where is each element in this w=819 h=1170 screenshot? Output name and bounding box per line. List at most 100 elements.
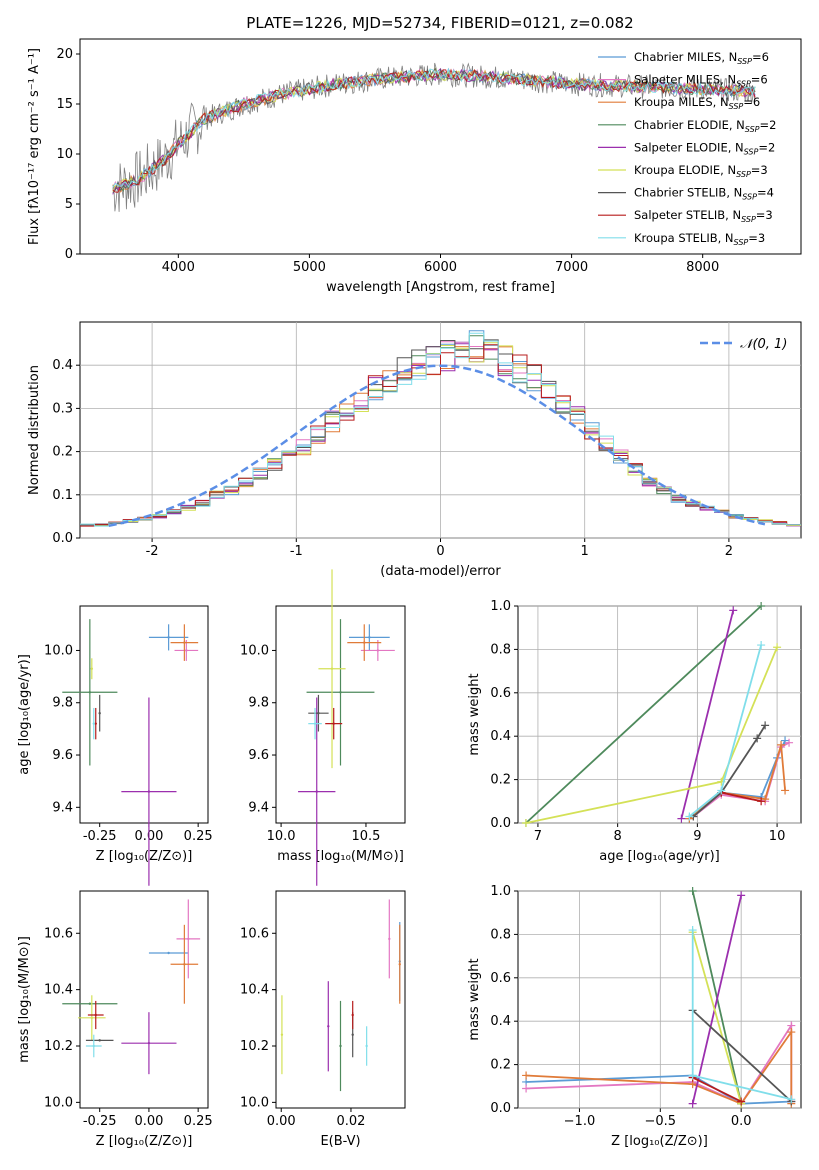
data-point bbox=[147, 790, 151, 793]
data-point bbox=[398, 963, 401, 966]
metallicity-age-panel: -0.25 0.00 0.259.49.69.810.0Z [log₁₀(Z/Z⊙)… bbox=[17, 605, 213, 886]
weight-marker bbox=[737, 1097, 746, 1106]
data-point bbox=[388, 937, 391, 941]
weight-marker bbox=[688, 1099, 697, 1108]
mass-weight-age-panel: 7 8 9 10 0.0 0.2 0.4 0.6 0.8 1.0 age [log₁₀(age/yr… bbox=[467, 599, 802, 864]
residual-histogram-panel: -2 -1 0 1 2 0.0 0.1 0.2 0.3 0.4 (data-model)/error… bbox=[27, 321, 802, 579]
weight-marker bbox=[757, 641, 766, 650]
x-tick-label: 0.00 bbox=[134, 1114, 163, 1129]
y-tick-label: 0.8 bbox=[490, 642, 511, 657]
data-point bbox=[92, 722, 95, 725]
y-tick-label: 9.6 bbox=[52, 748, 73, 763]
x-tick-label: 2 bbox=[725, 544, 733, 559]
data-point bbox=[90, 667, 94, 670]
y-tick-label: 9.6 bbox=[248, 748, 269, 763]
x-axis-label: mass [log₁₀(M/M⊙)] bbox=[277, 849, 404, 864]
weight-line bbox=[526, 1029, 793, 1105]
data-point bbox=[339, 1044, 342, 1048]
y-tick-label: 0.6 bbox=[490, 686, 511, 701]
weight-line bbox=[691, 931, 743, 1104]
data-point bbox=[94, 722, 97, 725]
massage-frame bbox=[275, 605, 406, 824]
y-tick-label: 0 bbox=[65, 247, 73, 262]
data-point bbox=[313, 722, 317, 725]
x-tick-label: 0.25 bbox=[184, 1114, 213, 1129]
data-point bbox=[167, 636, 170, 639]
x-tick-label: 1 bbox=[581, 544, 589, 559]
weight-line bbox=[721, 791, 762, 803]
weight-marker bbox=[737, 891, 746, 900]
y-tick-label: 10.6 bbox=[44, 926, 73, 941]
y-tick-label: 0.2 bbox=[52, 445, 73, 460]
data-point bbox=[98, 711, 101, 715]
legend-entry: Kroupa MILES, NSSP=6 bbox=[634, 95, 760, 111]
legend-entry: Kroupa STELIB, NSSP=3 bbox=[634, 231, 765, 247]
weight-marker bbox=[777, 740, 786, 749]
y-tick-label: 0.4 bbox=[490, 729, 511, 744]
weight-marker bbox=[757, 602, 766, 610]
model-spectrum-line bbox=[112, 67, 756, 193]
y-tick-label: 10 bbox=[56, 147, 73, 162]
x-tick-label: 10.5 bbox=[351, 829, 380, 844]
weight-line bbox=[525, 605, 762, 824]
x-tick-label: 0 bbox=[436, 544, 444, 559]
normal-curve-line bbox=[108, 364, 766, 528]
y-tick-label: 10.2 bbox=[44, 1039, 73, 1054]
ebv-mass-panel: 0.00 0.02 10.0 10.2 10.4 10.6 E(B-V) bbox=[240, 890, 406, 1149]
x-tick-label: 5000 bbox=[293, 260, 326, 275]
data-point bbox=[365, 1044, 368, 1048]
weight-line bbox=[692, 1076, 742, 1103]
x-tick-label: -1 bbox=[290, 544, 303, 559]
weight-marker bbox=[522, 1084, 531, 1093]
data-point bbox=[332, 722, 335, 725]
weight-marker bbox=[521, 819, 530, 827]
data-point bbox=[94, 1013, 97, 1017]
weight-marker bbox=[753, 734, 762, 743]
y-tick-label: 20 bbox=[56, 47, 73, 62]
x-axis-label: wavelength [Angstrom, rest frame] bbox=[326, 280, 555, 295]
y-tick-label: 10.0 bbox=[240, 1095, 269, 1110]
x-tick-label: 9 bbox=[693, 829, 701, 844]
x-tick-label: -0.25 bbox=[83, 829, 117, 844]
data-point bbox=[88, 1002, 92, 1005]
weight-marker bbox=[688, 926, 697, 935]
y-tick-label: 15 bbox=[56, 97, 73, 112]
y-tick-label: 9.4 bbox=[248, 800, 269, 815]
data-point bbox=[183, 641, 186, 644]
weight-line bbox=[692, 724, 766, 818]
x-axis-label: Z [log₁₀(Z/Z⊙)] bbox=[611, 1134, 708, 1149]
weight-marker bbox=[729, 606, 738, 615]
weight-marker bbox=[717, 786, 726, 795]
mass-weight-metallicity-panel: −1.0 −0.5 0.0 0.0 0.2 0.4 0.6 0.8 1.0 Z [log₁₀(Z/… bbox=[467, 884, 802, 1149]
weight-line bbox=[692, 1009, 792, 1103]
x-tick-label: 10 bbox=[769, 829, 786, 844]
data-point bbox=[147, 1041, 151, 1045]
ebvmass-frame bbox=[275, 890, 406, 1109]
mass-age-panel: 10.0 10.5 9.4 9.6 9.8 10.0 mass [log₁₀(M/M⊙)] bbox=[240, 569, 406, 886]
x-tick-label: 8000 bbox=[686, 260, 719, 275]
y-tick-label: 1.0 bbox=[490, 599, 511, 614]
x-tick-label: -0.25 bbox=[83, 1114, 117, 1129]
data-point bbox=[98, 1039, 101, 1042]
model-spectrum-line bbox=[112, 68, 756, 188]
y-tick-label: 5 bbox=[65, 197, 73, 212]
y-tick-label: 9.8 bbox=[248, 696, 269, 711]
data-point bbox=[185, 649, 188, 652]
x-axis-label: E(B-V) bbox=[320, 1134, 360, 1149]
y-tick-label: 10.2 bbox=[240, 1039, 269, 1054]
x-tick-label: 0.25 bbox=[184, 829, 213, 844]
y-tick-label: 10.4 bbox=[44, 983, 73, 998]
weight-marker bbox=[773, 643, 782, 652]
y-tick-label: 0.8 bbox=[490, 927, 511, 942]
spectrum-panel: Chabrier MILES, NSSP=6 Salpeter MILES, NS… bbox=[27, 38, 802, 295]
zmass-frame bbox=[79, 890, 209, 1109]
data-point bbox=[167, 951, 170, 955]
weight-marker bbox=[688, 1071, 697, 1080]
histogram-step bbox=[80, 332, 801, 527]
spectrum-legend: Chabrier MILES, NSSP=6 Salpeter MILES, NS… bbox=[598, 50, 776, 247]
weight-marker bbox=[785, 738, 794, 747]
y-tick-label: 0.3 bbox=[52, 401, 73, 416]
y-axis-label: mass weight bbox=[467, 958, 482, 1040]
x-tick-label: −0.5 bbox=[645, 1114, 677, 1129]
x-tick-label: 8 bbox=[614, 829, 622, 844]
